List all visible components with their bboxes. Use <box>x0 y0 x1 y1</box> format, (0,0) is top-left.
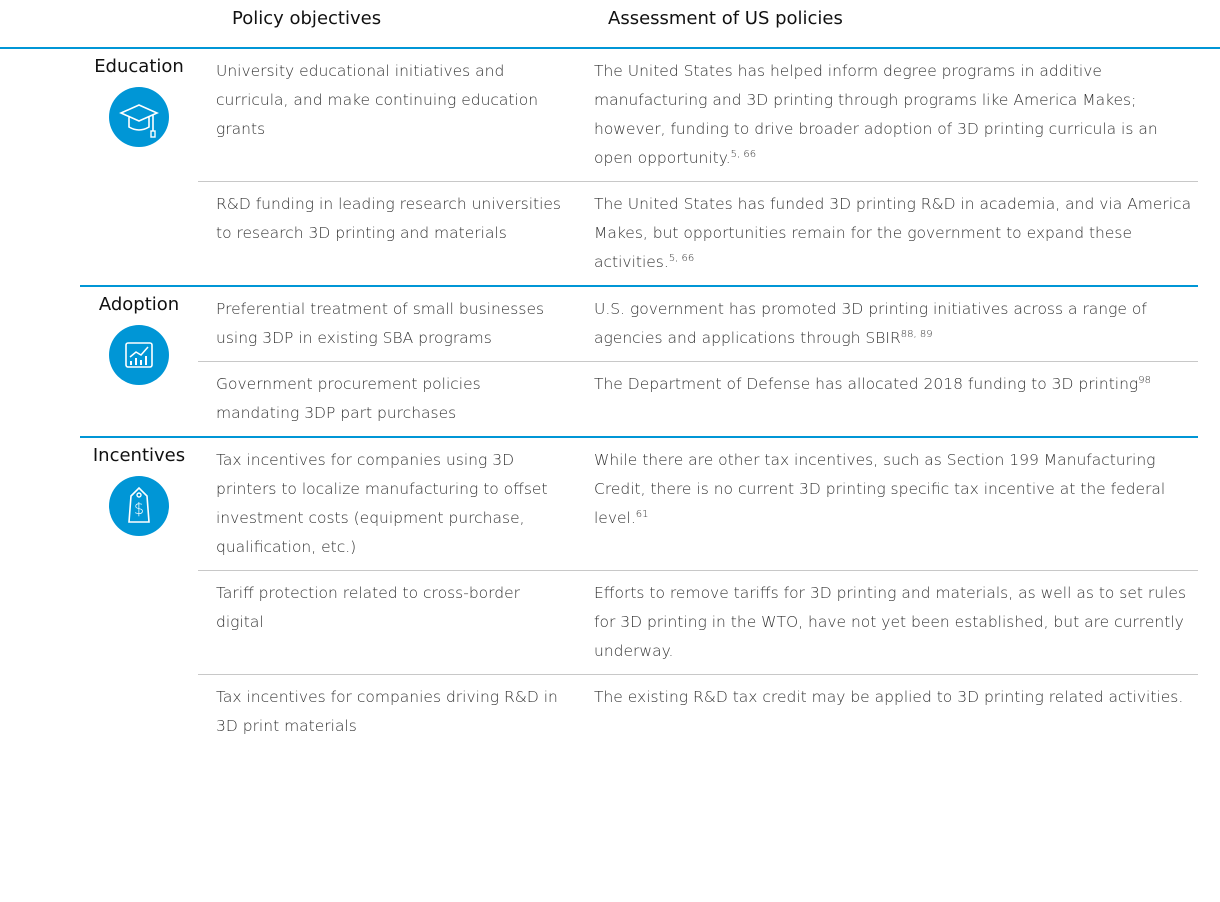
svg-text:$: $ <box>134 499 144 518</box>
objective-text: R&D funding in leading research universi… <box>216 195 562 242</box>
objective-text: Tax incentives for companies using 3D pr… <box>216 451 548 556</box>
group-icon <box>109 87 169 147</box>
assessment-cell: Efforts to remove tariffs for 3D printin… <box>590 570 1198 675</box>
group-icon <box>109 325 169 385</box>
assessment-text: While there are other tax incentives, su… <box>594 451 1166 527</box>
group-name: Adoption <box>98 294 180 315</box>
header-rule <box>0 47 1220 49</box>
group-name: Education <box>94 56 184 77</box>
assessment-text: The United States has helped inform degr… <box>594 62 1158 167</box>
table-row: Tax incentives for companies driving R&D… <box>80 674 1198 749</box>
group-cell: Incentives $ <box>80 436 198 749</box>
reference: 5, 66 <box>730 148 757 160</box>
group-cell: Education <box>80 49 198 286</box>
group-name: Incentives <box>92 445 186 466</box>
objective-cell: Government procurement policies mandatin… <box>198 361 590 437</box>
table-row: Government procurement policies mandatin… <box>80 361 1198 437</box>
table-row: Education University educational initiati… <box>80 49 1198 182</box>
objective-text: Tax incentives for companies driving R&D… <box>216 688 558 735</box>
column-header: Assessment of US policies <box>608 8 843 29</box>
objective-cell: Preferential treatment of small business… <box>198 285 590 362</box>
assessment-cell: U.S. government has promoted 3D printing… <box>590 285 1198 362</box>
table-row: R&D funding in leading research universi… <box>80 181 1198 286</box>
assessment-cell: While there are other tax incentives, su… <box>590 436 1198 571</box>
objective-cell: Tax incentives for companies using 3D pr… <box>198 436 590 571</box>
reference: 5, 66 <box>668 252 695 264</box>
assessment-text: U.S. government has promoted 3D printing… <box>594 300 1147 347</box>
column-header: Policy objectives <box>232 8 382 29</box>
objective-text: Tariff protection related to cross-borde… <box>216 584 520 631</box>
reference: 88, 89 <box>900 328 933 340</box>
policy-table: Education University educational initiati… <box>80 49 1198 749</box>
objective-cell: Tariff protection related to cross-borde… <box>198 570 590 675</box>
reference: 98 <box>1138 374 1151 386</box>
objective-cell: University educational initiatives and c… <box>198 49 590 182</box>
table-row: Tariff protection related to cross-borde… <box>80 570 1198 675</box>
assessment-cell: The existing R&D tax credit may be appli… <box>590 674 1198 749</box>
objective-cell: Tax incentives for companies driving R&D… <box>198 674 590 749</box>
objective-cell: R&D funding in leading research universi… <box>198 181 590 286</box>
assessment-text: The United States has funded 3D printing… <box>594 195 1192 271</box>
objective-text: Government procurement policies mandatin… <box>216 375 481 422</box>
assessment-cell: The United States has funded 3D printing… <box>590 181 1198 286</box>
group-cell: Adoption <box>80 285 198 437</box>
table-row: Adoption Preferential treatment of small … <box>80 285 1198 437</box>
objective-text: University educational initiatives and c… <box>216 62 539 138</box>
assessment-cell: The United States has helped inform degr… <box>590 49 1198 182</box>
reference: 61 <box>635 508 649 520</box>
assessment-cell: The Department of Defense has allocated … <box>590 361 1198 437</box>
assessment-text: The existing R&D tax credit may be appli… <box>594 688 1184 706</box>
assessment-text: The Department of Defense has allocated … <box>594 375 1139 393</box>
assessment-text: Efforts to remove tariffs for 3D printin… <box>594 584 1187 660</box>
objective-text: Preferential treatment of small business… <box>216 300 545 347</box>
table-row: Incentives $ Tax incentives for companies … <box>80 436 1198 749</box>
group-icon: $ <box>109 476 169 536</box>
